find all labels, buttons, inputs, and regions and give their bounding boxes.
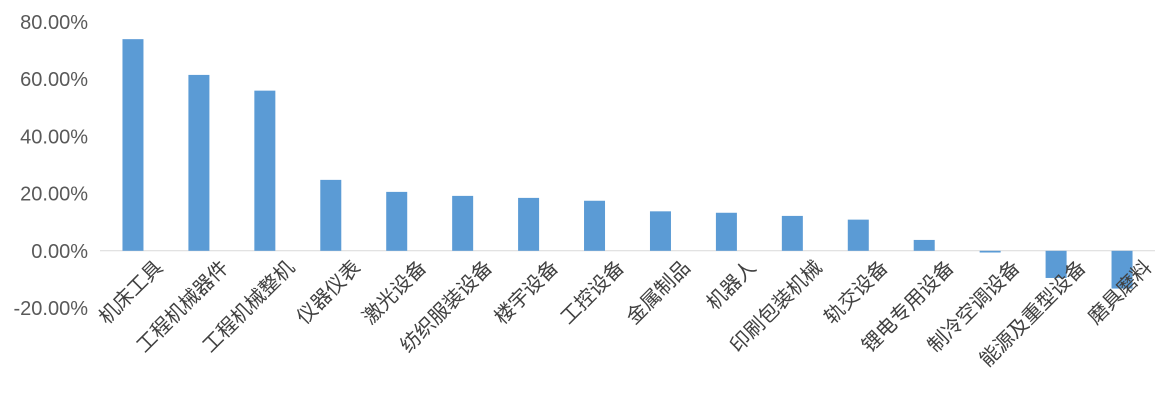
x-tick-label: 金属制品 — [621, 255, 695, 329]
bar — [1045, 250, 1067, 278]
y-tick-label: 80.00% — [20, 12, 88, 34]
bar — [320, 179, 342, 251]
bar — [122, 39, 144, 251]
bar — [847, 219, 869, 251]
bar — [584, 200, 606, 251]
x-axis-tick-labels: 机床工具工程机械器件工程机械整机仪器仪表激光设备纺织服装设备楼宇设备工控设备金属… — [94, 255, 1157, 371]
bar — [386, 191, 408, 251]
y-tick-label: 40.00% — [20, 126, 88, 148]
y-tick-label: 20.00% — [20, 184, 88, 206]
x-tick-label: 机器人 — [701, 255, 760, 314]
bar — [188, 74, 210, 251]
y-tick-label: 0.00% — [31, 241, 88, 263]
bar — [715, 212, 737, 251]
x-tick-label: 仪器仪表 — [292, 255, 366, 329]
y-tick-label: 60.00% — [20, 69, 88, 91]
y-axis-tick-labels: 80.00% 60.00% 40.00% 20.00% 0.00% -20.00% — [14, 12, 89, 320]
x-tick-label: 工控设备 — [555, 255, 629, 329]
bar — [1111, 250, 1133, 289]
bar — [913, 239, 935, 251]
bar — [452, 195, 474, 251]
x-tick-label: 楼宇设备 — [489, 255, 563, 329]
bar — [254, 90, 276, 251]
bar — [979, 250, 1001, 253]
bars — [122, 39, 1133, 289]
y-tick-label: -20.00% — [14, 298, 89, 320]
bar — [518, 197, 540, 251]
bar — [781, 215, 803, 251]
bar — [649, 211, 671, 251]
